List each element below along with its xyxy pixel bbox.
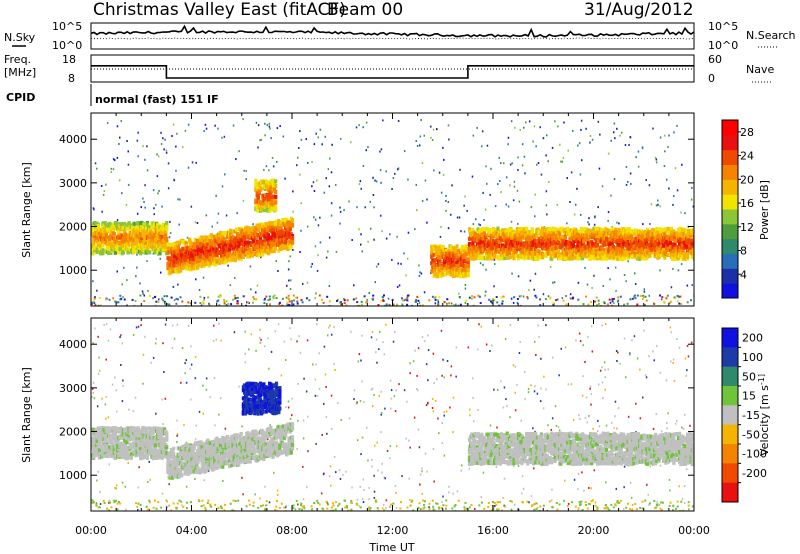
velocity-colorbar-swatch: [722, 463, 738, 484]
velocity-panel: 1000 2000 3000 4000: [59, 317, 695, 512]
velocity-colorbar-swatch: [722, 366, 738, 387]
freq-label-line1: Freq.: [4, 53, 31, 66]
power-frame: [90, 112, 695, 307]
nsky-tick-bottom: 10^0: [52, 39, 82, 52]
velocity-colorbar-tick: -100: [742, 448, 767, 461]
time-tick-label: 00:00: [75, 524, 107, 537]
yaxis-tick-label: 2000: [59, 426, 87, 439]
yaxis-tick-label: 4000: [59, 133, 87, 146]
power-colorbar-tick: 28: [740, 126, 754, 139]
velocity-frame: [90, 317, 695, 512]
power-colorbar-swatch: [722, 164, 738, 180]
nsearch-label: N.Search: [746, 29, 796, 42]
cpid-label: CPID: [6, 91, 35, 104]
power-ticks: 1000 2000 3000 4000: [59, 113, 695, 306]
power-colorbar-swatch: [722, 268, 738, 284]
velocity-colorbar: 200 100 50 15 -15 -50 -100 -200: [721, 327, 767, 503]
power-colorbar-swatch: [722, 223, 738, 240]
velocity-colorbar-tick: -50: [742, 428, 760, 441]
velocity-colorbar-swatch: [722, 444, 738, 464]
freq-label-line2: [MHz]: [4, 66, 36, 79]
velocity-colorbar-tick: -15: [742, 409, 760, 422]
velocity-colorbar-swatch: [722, 386, 738, 406]
velocity-colorbar-swatch: [722, 347, 738, 368]
power-colorbar-tick: 4: [740, 268, 747, 281]
time-axis-label: Time UT: [368, 541, 414, 554]
velocity-colorbar-tick: 15: [742, 390, 756, 403]
nave-label: Nave: [746, 63, 774, 76]
yaxis-tick-label: 3000: [59, 382, 87, 395]
nsearch-tick-bottom: 10^0: [708, 39, 738, 52]
power-ylabel: Slant Range [km]: [20, 162, 33, 258]
power-colorbar-swatch: [722, 194, 738, 210]
freq-panel: [90, 54, 695, 83]
velocity-colorbar-tick: 200: [742, 332, 763, 345]
power-colorbar-swatch: [722, 120, 738, 136]
nsky-tick-top: 10^5: [52, 20, 82, 33]
power-colorbar-swatch: [722, 283, 738, 299]
velocity-colorbar-label: Velocity [m s-1]: [757, 374, 772, 456]
yaxis-tick-label: 1000: [59, 264, 87, 277]
velocity-ylabel: Slant Range [km]: [20, 367, 33, 463]
velocity-colorbar-swatch: [722, 405, 738, 426]
time-tick-label: 16:00: [477, 524, 509, 537]
power-colorbar-swatch: [722, 209, 738, 225]
power-colorbar-swatch: [722, 179, 738, 195]
velocity-colorbar-tick: 100: [742, 351, 763, 364]
nsky-panel: [90, 22, 695, 50]
freq-series: [91, 65, 694, 79]
power-colorbar-tick: 24: [740, 150, 754, 163]
time-tick-label: 00:00: [678, 524, 710, 537]
yaxis-tick-label: 4000: [59, 338, 87, 351]
cpid-value: normal (fast) 151 IF: [95, 93, 219, 106]
time-tick-label: 20:00: [578, 524, 610, 537]
nsky-series: [90, 24, 695, 38]
time-tick-label: 04:00: [176, 524, 208, 537]
power-colorbar-tick: 16: [740, 197, 754, 210]
nave-tick-top: 60: [708, 53, 722, 66]
velocity-data: [91, 322, 694, 511]
date-title: 31/Aug/2012: [584, 0, 694, 20]
nsky-frame: [90, 22, 695, 50]
power-colorbar-swatch: [722, 238, 738, 254]
time-axis: 00:00 04:00 08:00 12:00 16:00 20:00 00:00: [75, 524, 710, 537]
power-colorbar: 4 8 12 16 20 24 28: [721, 119, 754, 299]
yaxis-tick-label: 3000: [59, 177, 87, 190]
velocity-colorbar-tick: -200: [742, 467, 767, 480]
power-panel: 1000 2000 3000 4000: [59, 112, 695, 307]
station-title: Christmas Valley East (fitACF): [93, 0, 346, 20]
power-colorbar-swatch: [722, 134, 738, 151]
velocity-ticks: 1000 2000 3000 4000: [59, 318, 695, 511]
time-tick-label: 12:00: [377, 524, 409, 537]
nave-tick-bottom: 0: [708, 72, 715, 85]
yaxis-tick-label: 2000: [59, 221, 87, 234]
time-tick-label: 08:00: [276, 524, 308, 537]
yaxis-tick-label: 1000: [59, 469, 87, 482]
velocity-colorbar-swatch: [722, 424, 738, 445]
nsearch-tick-top: 10^5: [708, 20, 738, 33]
velocity-colorbar-tick: 50: [742, 370, 756, 383]
power-colorbar-label: Power [dB]: [758, 180, 771, 240]
power-data: [91, 118, 694, 306]
power-colorbar-swatch: [722, 253, 738, 269]
freq-tick-top: 18: [62, 53, 76, 66]
beam-title: Beam 00: [327, 0, 403, 20]
power-colorbar-tick: 8: [740, 245, 747, 258]
power-colorbar-tick: 20: [740, 173, 754, 186]
power-colorbar-tick: 12: [740, 221, 754, 234]
velocity-colorbar-swatch: [722, 328, 738, 348]
freq-tick-bottom: 8: [68, 72, 75, 85]
power-colorbar-swatch: [722, 149, 738, 165]
velocity-colorbar-swatch: [722, 482, 738, 503]
nsky-label: N.Sky: [4, 31, 36, 44]
